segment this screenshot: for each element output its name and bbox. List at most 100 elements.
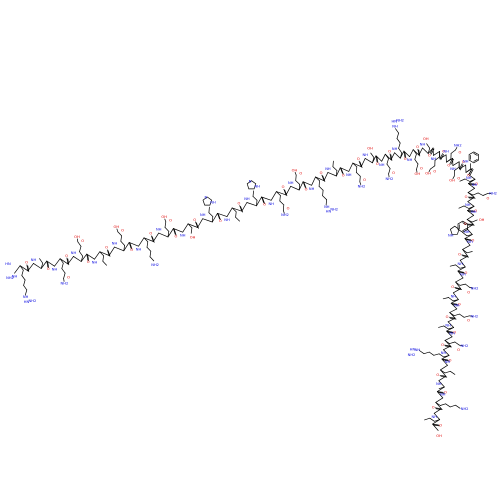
backbone-bond bbox=[467, 201, 475, 207]
backbone-bond bbox=[54, 258, 61, 267]
backbone-bond bbox=[226, 207, 233, 217]
thr-side-chain-bond bbox=[190, 227, 193, 234]
carbonyl-bond bbox=[86, 253, 89, 261]
backbone-bond bbox=[40, 260, 48, 269]
gln-side-chain-bond bbox=[459, 313, 465, 318]
backbone-bond bbox=[457, 266, 466, 272]
gln-amide-label: NH2 bbox=[358, 185, 366, 189]
asp-hydroxyl-label: OH bbox=[449, 179, 455, 183]
carbonyl-double-bond bbox=[151, 236, 155, 243]
carbonyl-double-bond bbox=[284, 189, 288, 197]
backbone-bond bbox=[457, 270, 464, 279]
backbone-bond bbox=[211, 212, 218, 223]
gln-side-chain-bond bbox=[453, 313, 460, 317]
backbone-bond bbox=[435, 397, 444, 403]
carbonyl-bond bbox=[429, 147, 434, 154]
carbonyl-double-bond bbox=[430, 148, 435, 155]
trp-side-chain-bond bbox=[466, 234, 473, 237]
carbonyl-oxygen-label: O bbox=[475, 182, 478, 186]
arg-side-chain-bond bbox=[428, 351, 435, 356]
backbone-bond bbox=[339, 167, 350, 172]
gln-amide-label: NH2 bbox=[281, 213, 289, 217]
backbone-bond bbox=[285, 185, 292, 196]
carbonyl-double-bond bbox=[262, 197, 265, 204]
backbone-bond bbox=[14, 265, 21, 274]
his-side-chain-bond bbox=[256, 199, 258, 207]
amide-nitrogen-label: NH bbox=[407, 158, 413, 162]
val-side-chain-bond bbox=[40, 262, 44, 269]
carbonyl-bond bbox=[195, 221, 198, 228]
ile-side-chain-bond bbox=[336, 170, 338, 177]
carbonyl-oxygen-label: O bbox=[471, 238, 474, 242]
carbonyl-bond bbox=[448, 316, 456, 319]
carbonyl-bond bbox=[239, 205, 243, 212]
carbonyl-oxygen-label: O bbox=[193, 218, 196, 222]
arg-amine2-label: NH2 bbox=[330, 208, 338, 212]
gln-side-chain-bond bbox=[279, 200, 285, 206]
amide-nitrogen-label: NH bbox=[460, 272, 466, 276]
carbonyl-bond bbox=[339, 167, 343, 174]
ala-side-chain-bond bbox=[438, 386, 445, 390]
carbonyl-bond bbox=[450, 302, 458, 305]
backbone-bond bbox=[108, 246, 115, 256]
carbonyl-oxygen-label: O bbox=[467, 174, 470, 178]
carbonyl-double-bond bbox=[390, 154, 393, 161]
carbonyl-oxygen-label: O bbox=[237, 202, 240, 206]
backbone-bond bbox=[94, 251, 101, 260]
backbone-bond bbox=[290, 185, 300, 191]
gln-side-chain-bond bbox=[449, 312, 455, 317]
gln-side-chain-bond bbox=[276, 191, 281, 196]
lys-amine-label: NH2 bbox=[461, 407, 469, 411]
his-side-chain-bond bbox=[252, 190, 254, 197]
leu-side-chain-bond bbox=[459, 266, 466, 269]
backbone-bond bbox=[422, 147, 429, 154]
ile-side-chain-bond bbox=[442, 297, 449, 300]
carbonyl-double-bond bbox=[27, 265, 30, 273]
amide-nitrogen-label: NH bbox=[392, 147, 398, 151]
glu-hydroxyl-label: OH bbox=[425, 172, 431, 176]
gln-oxygen-label: O bbox=[67, 276, 70, 280]
backbone-bond bbox=[403, 150, 410, 157]
carbonyl-bond bbox=[403, 150, 406, 158]
carbonyl-double-bond bbox=[376, 156, 379, 163]
backbone-bond bbox=[466, 214, 475, 220]
backbone-bond bbox=[352, 162, 362, 168]
carbonyl-oxygen-label: O bbox=[449, 358, 452, 362]
asn-oxygen-label: O bbox=[458, 150, 461, 154]
backbone-bond bbox=[450, 302, 458, 310]
backbone-bond bbox=[459, 259, 466, 268]
gln-side-chain-bond bbox=[388, 168, 391, 175]
carbonyl-oxygen-label: O bbox=[444, 391, 447, 395]
arg-imine-label: HN bbox=[24, 300, 30, 304]
leu-side-chain-bond bbox=[468, 205, 475, 209]
backbone-bond bbox=[409, 149, 414, 157]
amide-nitrogen-label: NH bbox=[471, 210, 477, 214]
carbonyl-bond bbox=[261, 196, 265, 204]
backbone-bond bbox=[443, 349, 450, 356]
asp-side-chain-bond bbox=[167, 231, 170, 238]
backbone-bond bbox=[381, 153, 386, 162]
asn-amide-bond bbox=[455, 147, 458, 151]
arg-side-chain-bond bbox=[21, 269, 24, 276]
phenyl-ring-double-bond bbox=[473, 153, 478, 156]
backbone-bond bbox=[327, 172, 337, 177]
trp-side-chain-bond bbox=[462, 232, 468, 237]
gln-side-chain-bond bbox=[467, 192, 474, 196]
gln-amide-label: NH2 bbox=[489, 191, 497, 195]
backbone-bond bbox=[152, 232, 160, 242]
amide-nitrogen-label: NH bbox=[445, 360, 451, 364]
gln-side-chain-bond bbox=[59, 258, 64, 264]
imidazole-ring bbox=[202, 196, 213, 206]
backbone-bond bbox=[462, 249, 469, 257]
carbonyl-double-bond bbox=[322, 175, 326, 182]
carbonyl-bond bbox=[459, 163, 463, 170]
carbonyl-oxygen-label: O bbox=[219, 219, 222, 223]
carbonyl-oxygen-label: O bbox=[388, 150, 391, 154]
carbonyl-oxygen-label: O bbox=[442, 150, 445, 154]
glu-carboxyl-bond bbox=[428, 168, 431, 173]
asp-side-chain-bond bbox=[295, 180, 301, 185]
amide-nitrogen-label: NH bbox=[71, 251, 77, 255]
backbone-bond bbox=[67, 256, 74, 265]
leu-side-chain-bond bbox=[469, 178, 476, 182]
amide-nitrogen-label: NH bbox=[466, 176, 472, 180]
